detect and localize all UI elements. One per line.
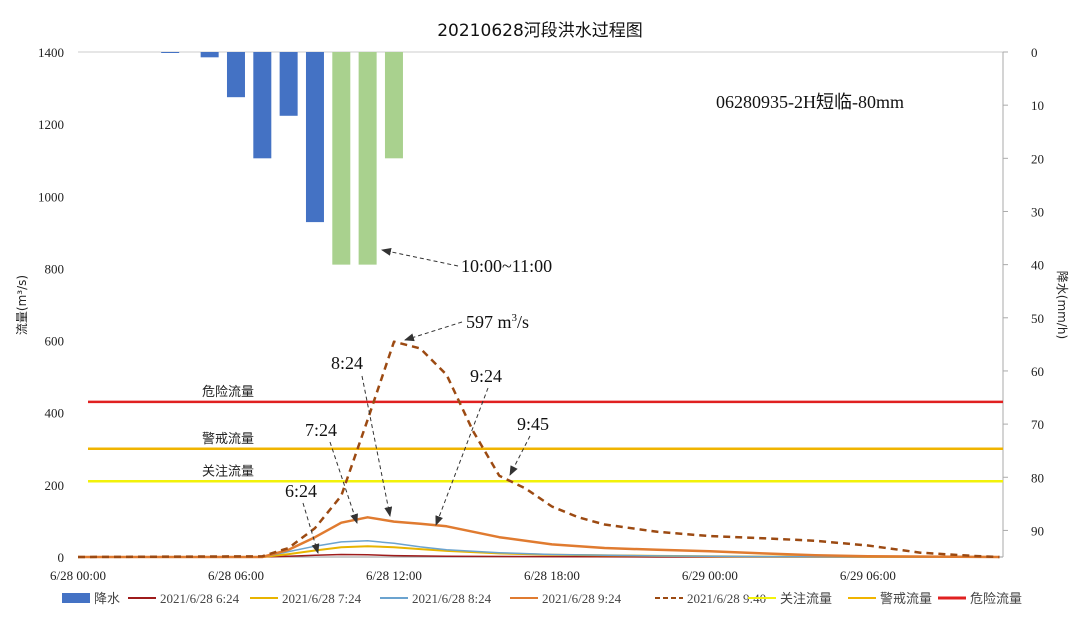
x-tick-label: 6/28 06:00 (208, 568, 264, 583)
label-624: 6:24 (285, 481, 317, 501)
arrow-924 (435, 387, 489, 526)
legend-label: 2021/6/28 9:40 (687, 591, 766, 606)
y-right-tick-label: 30 (1031, 204, 1044, 219)
y-left-tick-label: 0 (58, 550, 65, 565)
y-right-axis-title: 降水(mm/h) (1055, 271, 1069, 339)
label-724: 7:24 (305, 420, 337, 440)
y-left-axis-title: 流量(m³/s) (15, 275, 29, 335)
arrow-945 (509, 435, 531, 476)
x-tick-label: 6/29 00:00 (682, 568, 738, 583)
annotation-arrows (302, 247, 531, 554)
rain-bar (384, 52, 403, 159)
arrow-rain-window (381, 247, 459, 267)
rain-bar (279, 52, 298, 116)
rainfall-bars (161, 52, 403, 265)
series-line (78, 540, 1000, 558)
legend-label: 降水 (94, 592, 120, 607)
rain-bar (200, 52, 219, 58)
x-tick-label: 6/29 06:00 (840, 568, 896, 583)
y-left-tick-label: 600 (45, 334, 65, 349)
x-tick-label: 6/28 00:00 (50, 568, 106, 583)
rain-bar (305, 52, 324, 223)
y-right-tick-label: 40 (1031, 258, 1044, 273)
y-left-tick-label: 400 (45, 406, 65, 421)
label-945: 9:45 (517, 414, 549, 434)
y-left-tick-label: 200 (45, 478, 65, 493)
y-right-ticks: 0 10 20 30 40 50 60 70 80 90 (1003, 45, 1044, 538)
y-left-tick-label: 1200 (38, 117, 64, 132)
arrow-624 (302, 502, 320, 554)
y-left-tick-label: 1000 (38, 189, 64, 204)
rain-bar (253, 52, 272, 159)
reference-line-label: 危险流量 (202, 385, 254, 400)
y-right-tick-label: 0 (1031, 45, 1038, 60)
legend-label: 2021/6/28 8:24 (412, 591, 492, 606)
y-right-tick-label: 50 (1031, 311, 1044, 326)
legend-label: 危险流量 (970, 592, 1022, 607)
x-ticks: 6/28 00:00 6/28 06:00 6/28 12:00 6/28 18:00… (50, 568, 896, 583)
rain-bar (161, 52, 180, 53)
legend-swatch-bar (62, 593, 90, 603)
y-right-tick-label: 60 (1031, 364, 1044, 379)
x-tick-label: 6/28 12:00 (366, 568, 422, 583)
y-left-tick-label: 1400 (38, 45, 64, 60)
legend-label: 2021/6/28 7:24 (282, 591, 362, 606)
peak-flow-label: 597 m3/s (466, 312, 529, 332)
legend-label: 2021/6/28 9:24 (542, 591, 622, 606)
label-824: 8:24 (331, 353, 363, 373)
y-right-tick-label: 10 (1031, 98, 1044, 113)
label-924: 9:24 (470, 366, 502, 386)
rain-window-label: 10:00~11:00 (461, 256, 552, 276)
arrow-824 (361, 375, 393, 517)
y-left-tick-label: 800 (45, 261, 65, 276)
flow-series (77, 340, 1000, 559)
series-line (78, 516, 1000, 559)
chart-title: 20210628河段洪水过程图 (437, 21, 643, 41)
y-left-ticks: 0 200 400 600 800 1000 1200 1400 (38, 45, 64, 565)
legend-label: 2021/6/28 6:24 (160, 591, 240, 606)
legend-label: 警戒流量 (880, 591, 932, 607)
reference-line-label: 关注流量 (202, 464, 254, 479)
x-tick-label: 6/28 18:00 (524, 568, 580, 583)
y-right-tick-label: 80 (1031, 470, 1044, 485)
series-line (78, 553, 1000, 558)
forecast-note: 06280935-2H短临-80mm (716, 92, 904, 112)
series-line (77, 340, 1000, 559)
rain-bar (358, 52, 377, 265)
rain-bar (332, 52, 351, 265)
y-right-tick-label: 70 (1031, 417, 1044, 432)
arrow-peak (404, 321, 463, 342)
legend: 降水 2021/6/28 6:24 2021/6/28 7:24 2021/6/28 … (62, 591, 1022, 607)
rain-bar (226, 52, 245, 98)
y-right-tick-label: 20 (1031, 151, 1044, 166)
reference-line-label: 警戒流量 (202, 431, 254, 447)
arrow-724 (329, 441, 358, 524)
y-right-tick-label: 90 (1031, 523, 1044, 538)
legend-label: 关注流量 (780, 592, 832, 607)
